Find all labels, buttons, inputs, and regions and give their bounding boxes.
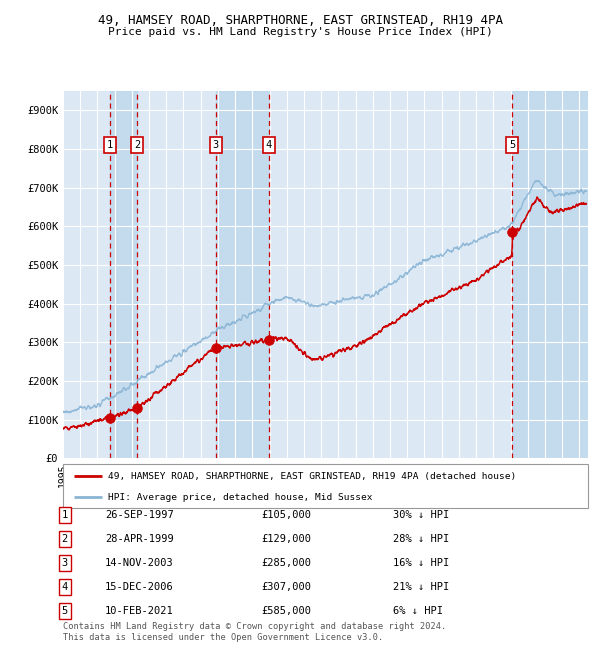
Text: 5: 5 [62,606,68,616]
FancyBboxPatch shape [63,464,588,508]
Text: 16% ↓ HPI: 16% ↓ HPI [393,558,449,568]
Text: 6% ↓ HPI: 6% ↓ HPI [393,606,443,616]
Text: 14-NOV-2003: 14-NOV-2003 [105,558,174,568]
Text: Contains HM Land Registry data © Crown copyright and database right 2024.
This d: Contains HM Land Registry data © Crown c… [63,622,446,642]
Text: 3: 3 [62,558,68,568]
Text: £105,000: £105,000 [261,510,311,520]
Text: 15-DEC-2006: 15-DEC-2006 [105,582,174,592]
Text: 49, HAMSEY ROAD, SHARPTHORNE, EAST GRINSTEAD, RH19 4PA (detached house): 49, HAMSEY ROAD, SHARPTHORNE, EAST GRINS… [107,471,516,480]
Text: £129,000: £129,000 [261,534,311,544]
Text: 49, HAMSEY ROAD, SHARPTHORNE, EAST GRINSTEAD, RH19 4PA: 49, HAMSEY ROAD, SHARPTHORNE, EAST GRINS… [97,14,503,27]
Text: 28% ↓ HPI: 28% ↓ HPI [393,534,449,544]
Text: 10-FEB-2021: 10-FEB-2021 [105,606,174,616]
Text: 2: 2 [62,534,68,544]
Text: HPI: Average price, detached house, Mid Sussex: HPI: Average price, detached house, Mid … [107,493,372,502]
Text: 3: 3 [212,140,219,150]
Text: 2: 2 [134,140,140,150]
Text: 4: 4 [62,582,68,592]
Text: 21% ↓ HPI: 21% ↓ HPI [393,582,449,592]
Text: 26-SEP-1997: 26-SEP-1997 [105,510,174,520]
Text: Price paid vs. HM Land Registry's House Price Index (HPI): Price paid vs. HM Land Registry's House … [107,27,493,37]
Bar [512,91,588,458]
Bar [110,91,137,458]
Text: 28-APR-1999: 28-APR-1999 [105,534,174,544]
Text: 1: 1 [107,140,113,150]
Text: 4: 4 [266,140,272,150]
Text: £585,000: £585,000 [261,606,311,616]
Text: £307,000: £307,000 [261,582,311,592]
Text: 30% ↓ HPI: 30% ↓ HPI [393,510,449,520]
Text: 1: 1 [62,510,68,520]
Text: £285,000: £285,000 [261,558,311,568]
Text: 5: 5 [509,140,515,150]
Bar [215,91,269,458]
